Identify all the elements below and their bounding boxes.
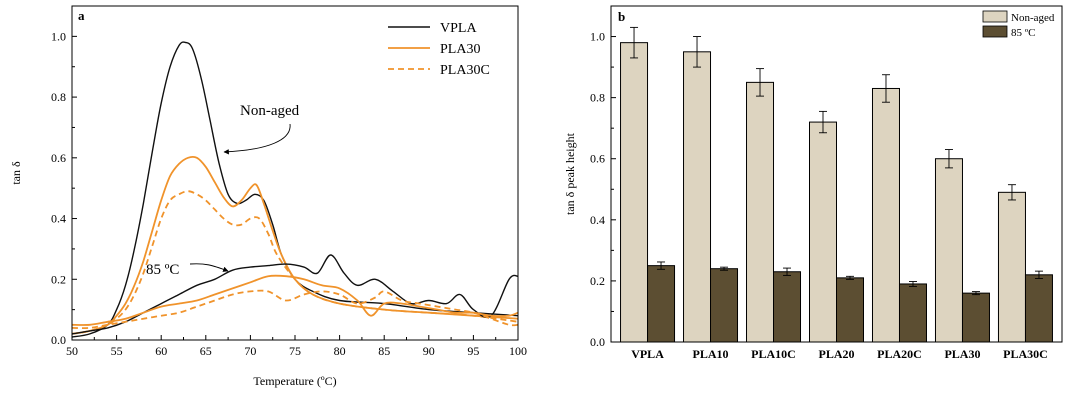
- bar-pla20c-non-aged: [871, 87, 900, 343]
- bar-pla20-non-aged: [809, 121, 837, 343]
- series-line-pla30-85c: [72, 274, 518, 326]
- legend-label-pla30c: PLA30C: [440, 63, 490, 78]
- x-tick-label: 50: [66, 344, 78, 358]
- y-tick-label: 1.0: [590, 30, 605, 44]
- bar-pla30-85c: [961, 292, 990, 343]
- y-tick-label: 0.2: [590, 274, 605, 288]
- legend-swatch-85c: [982, 25, 1008, 38]
- panel-label-b: b: [618, 9, 625, 24]
- category-label-pla30: PLA30: [944, 347, 980, 361]
- category-label-pla30c: PLA30C: [1003, 347, 1048, 361]
- category-label-pla20: PLA20: [819, 347, 855, 361]
- bar-pla30-non-aged: [934, 158, 963, 343]
- x-tick-label: 90: [423, 344, 435, 358]
- legend-label-non-aged: Non-aged: [1011, 12, 1055, 24]
- y-axis-label: tan δ: [9, 161, 23, 185]
- x-tick-label: 100: [509, 344, 527, 358]
- y-tick-label: 0.0: [590, 335, 605, 349]
- bar-pla10c-85c: [773, 271, 802, 343]
- chart-b: VPLA PLA10 PLA10C PLA20 PLA20C PLA30 PLA30C 0.0…: [563, 5, 1063, 361]
- chart-a: 50 55 60 65 70 75 80 85 90 95 100 0.0 0.2 0.4 0.6 0.8 1.…: [9, 5, 527, 388]
- x-axis-label: Temperature (ºC): [253, 374, 336, 388]
- y-tick-label: 0.8: [590, 91, 605, 105]
- category-label-pla10: PLA10: [693, 347, 729, 361]
- annotation-85c: 85 ºC: [146, 262, 179, 278]
- bar-pla10c-non-aged: [746, 81, 775, 343]
- annotation-non-aged: Non-aged: [240, 103, 300, 119]
- plot-frame: [610, 5, 1063, 343]
- x-tick-label: 60: [155, 344, 167, 358]
- category-label-vpla: VPLA: [631, 347, 664, 361]
- y-tick-label: 0.4: [590, 213, 605, 227]
- x-tick-label: 85: [378, 344, 390, 358]
- y-tick-label: 0.4: [51, 212, 66, 226]
- category-label-pla20c: PLA20C: [877, 347, 922, 361]
- series-line-vpla-non-aged: [72, 41, 518, 338]
- series-line-pla30-non-aged: [72, 155, 518, 335]
- annotation-arrow-non-aged: [223, 123, 291, 155]
- x-tick-label: 70: [244, 344, 256, 358]
- series-line-vpla-85c: [72, 254, 518, 335]
- legend-label-pla30: PLA30: [440, 42, 480, 57]
- x-tick-label: 75: [289, 344, 301, 358]
- annotation-arrow-85c: [189, 263, 229, 272]
- bar-pla20c-85c: [898, 283, 927, 343]
- y-tick-label: 0.8: [51, 90, 66, 104]
- legend-label-85c: 85 ºC: [1011, 27, 1036, 39]
- series-line-pla30c-85c: [72, 289, 518, 330]
- y-tick-label: 0.6: [590, 152, 605, 166]
- bar-pla10-85c: [710, 268, 739, 343]
- bar-vpla-non-aged: [620, 42, 649, 343]
- legend-label-vpla: VPLA: [440, 21, 477, 36]
- bar-pla20-85c: [836, 277, 864, 343]
- panel-label-a: a: [78, 8, 85, 23]
- y-tick-label: 1.0: [51, 29, 66, 43]
- x-tick-label: 55: [111, 344, 123, 358]
- category-label-pla10c: PLA10C: [751, 347, 796, 361]
- y-tick-label: 0.6: [51, 151, 66, 165]
- series-group: [72, 41, 518, 338]
- bar-vpla-85c: [647, 265, 676, 343]
- x-tick-label: 65: [200, 344, 212, 358]
- x-tick-label: 80: [334, 344, 346, 358]
- y-tick-label: 0.2: [51, 272, 66, 286]
- y-tick-label: 0.0: [51, 333, 66, 347]
- bar-pla30c-non-aged: [997, 191, 1026, 343]
- x-tick-label: 95: [467, 344, 479, 358]
- legend-swatch-non-aged: [982, 10, 1008, 23]
- y-axis-label: tan δ peak height: [563, 132, 577, 215]
- bar-pla30c-85c: [1024, 274, 1053, 343]
- series-line-pla30c-non-aged: [72, 190, 518, 335]
- bar-pla10-non-aged: [683, 51, 712, 343]
